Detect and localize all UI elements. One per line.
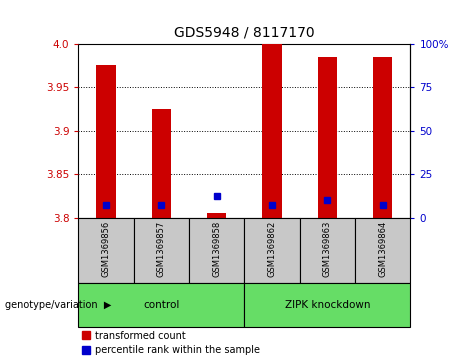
Text: GSM1369856: GSM1369856 <box>101 221 111 277</box>
Text: GSM1369858: GSM1369858 <box>212 221 221 277</box>
Bar <box>262 44 282 218</box>
Bar <box>355 218 410 283</box>
Text: genotype/variation  ▶: genotype/variation ▶ <box>5 300 111 310</box>
Bar <box>78 283 244 327</box>
Text: ZIPK knockdown: ZIPK knockdown <box>284 300 370 310</box>
Bar <box>152 109 171 218</box>
Bar <box>78 218 134 283</box>
Bar <box>207 213 226 218</box>
Bar <box>244 218 300 283</box>
Bar <box>189 218 244 283</box>
Title: GDS5948 / 8117170: GDS5948 / 8117170 <box>174 26 315 40</box>
Bar <box>96 65 116 218</box>
Bar <box>300 218 355 283</box>
Bar <box>134 218 189 283</box>
Legend: transformed count, percentile rank within the sample: transformed count, percentile rank withi… <box>78 327 264 359</box>
Text: GSM1369863: GSM1369863 <box>323 221 332 277</box>
Text: control: control <box>143 300 179 310</box>
Bar <box>318 57 337 218</box>
Text: GSM1369862: GSM1369862 <box>267 221 277 277</box>
Text: GSM1369864: GSM1369864 <box>378 221 387 277</box>
Bar <box>244 283 410 327</box>
Bar <box>373 57 392 218</box>
Text: GSM1369857: GSM1369857 <box>157 221 166 277</box>
